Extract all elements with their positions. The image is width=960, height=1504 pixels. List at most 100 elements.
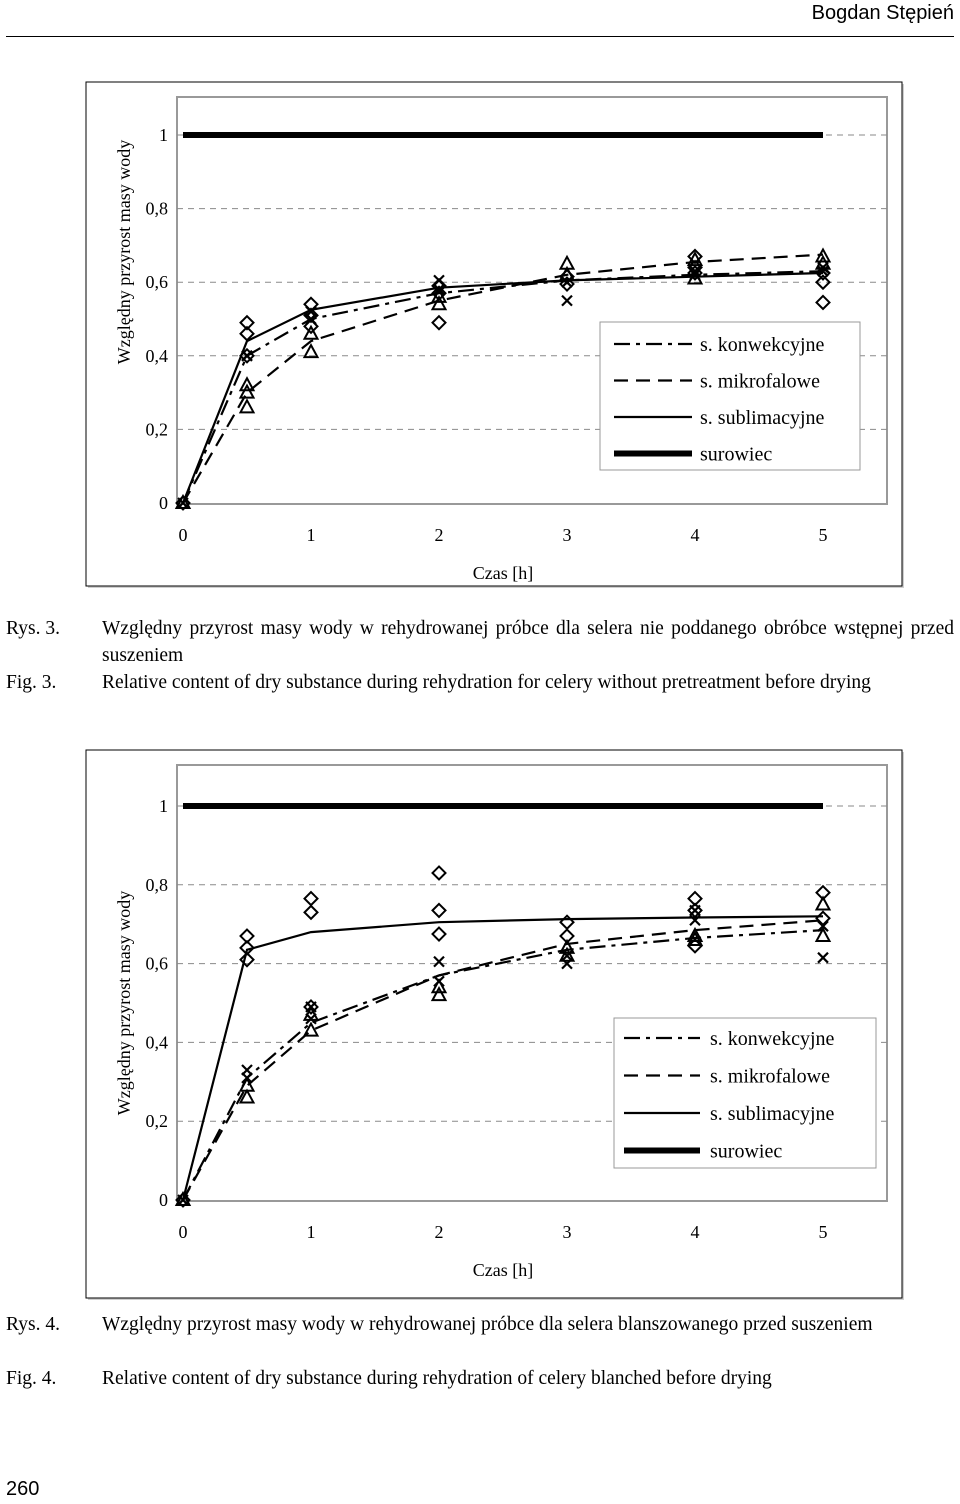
data-point-triangle [238, 376, 256, 392]
legend-label: s. sublimacyjne [710, 1103, 835, 1125]
y-tick-label: 0,2 [146, 1111, 169, 1131]
y-tick-label: 0,4 [146, 346, 169, 366]
legend-box [599, 321, 861, 471]
x-tick-label: 1 [307, 1222, 316, 1242]
data-point-x [561, 294, 573, 307]
caption-fig4-en-label: Fig. 4. [6, 1368, 57, 1389]
author-name: Bogdan Stępień [811, 2, 954, 24]
data-point-diamond [559, 928, 575, 944]
caption-fig3-en-label: Fig. 3. [6, 672, 57, 693]
data-point-diamond [303, 296, 319, 313]
caption-fig4-pl-label: Rys. 4. [6, 1314, 60, 1335]
data-point-diamond [303, 307, 319, 324]
data-point-triangle [302, 324, 320, 340]
data-point-triangle [430, 986, 448, 1002]
y-tick-label: 0 [159, 1190, 168, 1210]
data-point-diamond [687, 248, 703, 265]
legend-label: s. mikrofalowe [710, 1066, 830, 1088]
legend-label: surowiec [700, 444, 772, 466]
data-point-diamond [303, 999, 319, 1015]
data-point-triangle [430, 978, 448, 994]
caption-fig4-en-text: Relative content of dry substance during… [102, 1368, 772, 1389]
data-point-triangle [558, 946, 576, 962]
data-point-triangle [430, 295, 448, 311]
data-point-triangle [174, 493, 192, 509]
data-point-triangle [814, 247, 832, 263]
legend-label: s. konwekcyjne [710, 1028, 835, 1050]
data-point-diamond [559, 276, 575, 292]
y-tick-label: 0 [159, 493, 168, 513]
data-point-triangle [814, 926, 832, 943]
data-point-diamond [431, 902, 447, 919]
legend-label: s. sublimacyjne [700, 407, 825, 429]
y-tick-label: 0,8 [146, 875, 169, 895]
y-tick-label: 0,6 [146, 954, 169, 974]
series-line-s-mikrofalowe [182, 919, 824, 1201]
y-tick-label: 0,4 [146, 1032, 169, 1052]
data-point-triangle [686, 930, 704, 946]
data-point-diamond [303, 904, 319, 921]
y-tick-label: 1 [159, 796, 168, 816]
y-tick-label: 0,6 [146, 272, 169, 292]
data-point-triangle [238, 1088, 256, 1104]
x-tick-label: 5 [819, 1222, 828, 1242]
data-point-diamond [239, 951, 255, 968]
caption-fig3-en-text: Relative content of dry substance during… [102, 672, 871, 693]
data-point-diamond [303, 318, 319, 335]
data-point-diamond [687, 259, 703, 276]
x-tick-label: 0 [179, 1222, 188, 1242]
data-point-diamond [239, 314, 255, 331]
data-point-triangle [814, 254, 832, 270]
data-point-diamond [815, 265, 831, 281]
data-point-diamond [815, 294, 831, 311]
legend-label: s. mikrofalowe [700, 371, 820, 393]
data-point-triangle [302, 1021, 320, 1037]
legend-box [613, 1017, 877, 1169]
legend-label: surowiec [710, 1141, 782, 1163]
x-tick-label: 0 [179, 525, 188, 545]
header-rule [6, 36, 954, 37]
data-point-diamond [239, 325, 255, 342]
data-point-diamond [815, 274, 831, 291]
x-tick-label: 1 [307, 525, 316, 545]
data-point-diamond [559, 268, 575, 285]
data-point-x [433, 955, 445, 968]
x-tick-label: 3 [563, 1222, 572, 1242]
data-point-triangle [814, 895, 832, 911]
x-tick-label: 2 [435, 1222, 444, 1242]
data-point-x [689, 914, 701, 927]
data-point-diamond [431, 277, 447, 294]
x-axis-title: Czas [h] [473, 563, 533, 583]
data-point-diamond [431, 865, 447, 881]
x-tick-label: 3 [563, 525, 572, 545]
data-point-triangle [302, 1005, 320, 1021]
data-point-diamond [815, 910, 831, 927]
data-point-triangle [686, 926, 704, 943]
page-header: Bogdan Stępień [0, 0, 960, 38]
data-point-diamond [687, 937, 703, 954]
y-tick-label: 0,8 [146, 199, 169, 219]
data-point-triangle [238, 383, 256, 399]
y-axis-title: Względny przyrost masy wody [114, 891, 134, 1115]
legend-label: s. konwekcyjne [700, 334, 825, 356]
plot-area-border [176, 96, 888, 505]
data-point-diamond [175, 1192, 191, 1208]
data-point-triangle [558, 938, 576, 954]
data-point-triangle [238, 398, 256, 414]
y-tick-label: 0,2 [146, 419, 169, 439]
x-tick-label: 4 [691, 525, 700, 545]
data-point-triangle [302, 343, 320, 359]
chart-fig4: 0 0,2 0,4 0,6 0,8 1 0 1 2 3 4 5 Czas [h] Względny prz… [85, 749, 904, 1300]
plot-area-border [176, 764, 888, 1202]
chart-fig3: 0 0,2 0,4 0,6 0,8 1 0 1 2 3 4 5 Czas [h] Względny prz… [85, 81, 904, 588]
caption-fig4-pl-text: Względny przyrost masy wody w rehydrowan… [102, 1314, 873, 1335]
x-tick-label: 5 [819, 525, 828, 545]
x-tick-label: 4 [691, 1222, 700, 1242]
data-point-diamond [687, 265, 703, 281]
data-point-diamond [239, 347, 255, 364]
data-point-triangle [174, 1190, 192, 1206]
x-tick-label: 2 [435, 525, 444, 545]
x-axis-title: Czas [h] [473, 1260, 533, 1280]
caption-fig3-pl-text: Względny przyrost masy wody w rehydrowan… [102, 618, 954, 666]
y-axis-title: Względny przyrost masy wody [114, 140, 134, 364]
